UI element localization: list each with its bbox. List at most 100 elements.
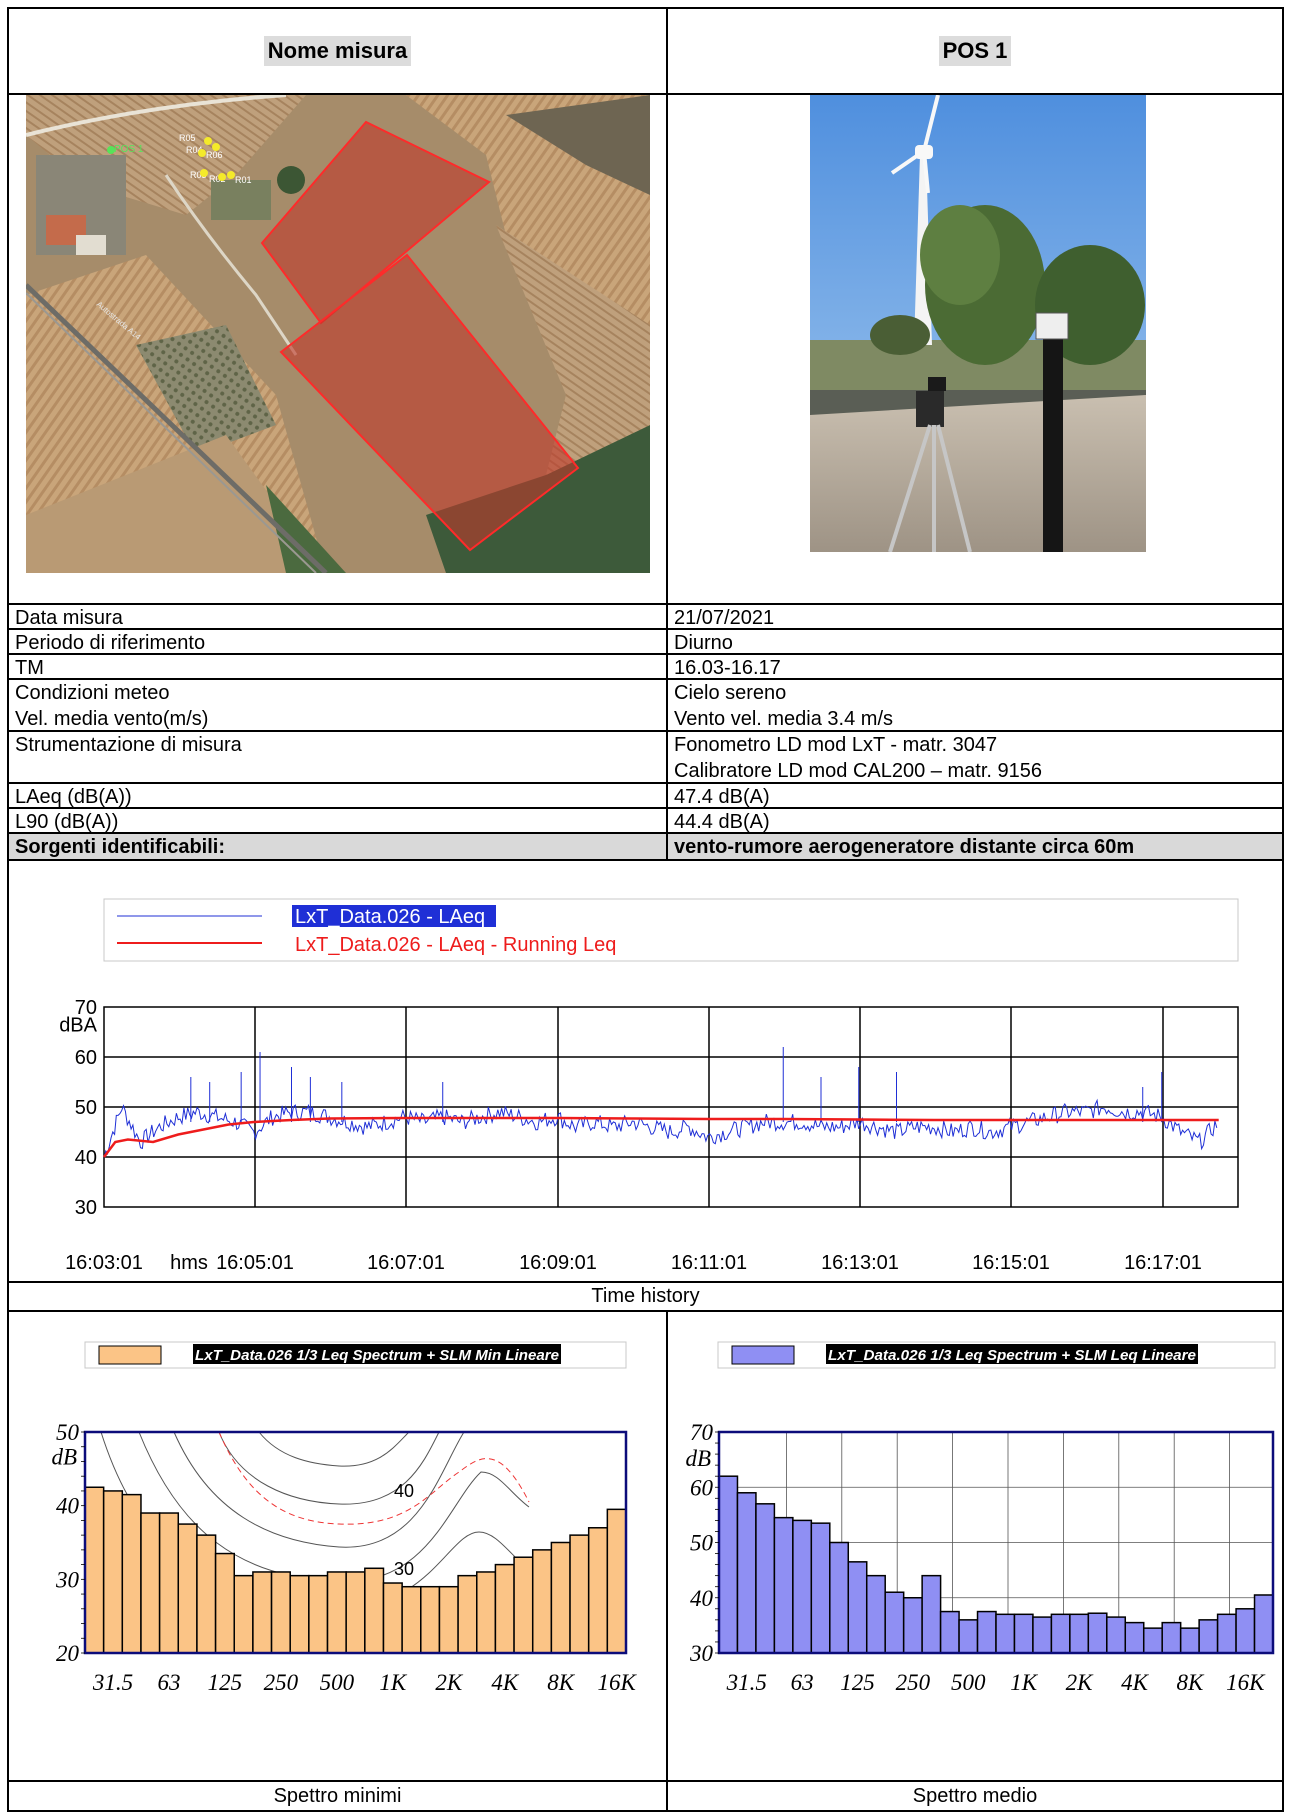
time-history-row: LxT_Data.026 - LAeq LxT_Data.026 - LAeq … (7, 859, 1284, 1310)
info-label: Sorgenti identificabili: (9, 834, 668, 859)
spectrum-bar (513, 1556, 534, 1654)
map-cell: POS 1 R05 R04 R06 R03 R02 R01 Autostrada… (9, 95, 668, 603)
spectrum-bar (270, 1571, 291, 1654)
spectrum-legend-label: LxT_Data.026 1/3 Leq Spectrum + SLM Min … (195, 1347, 559, 1364)
time-history-ylabel: dBA (59, 1015, 97, 1037)
spectrum-bar (921, 1574, 942, 1654)
spectrum-bar (345, 1571, 366, 1654)
info-value: Diurno (674, 632, 733, 653)
time-history-caption: Time history (9, 1281, 1282, 1310)
info-value: 47.4 dB(A) (674, 786, 770, 807)
info-row-sorgenti: Sorgenti identificabili: vento-rumore ae… (7, 832, 1284, 859)
spectrum-ytick-label: 50 (690, 1531, 714, 1556)
sheet-bottom-border (7, 1810, 1284, 1812)
spectrum-ylabel: dB (51, 1444, 77, 1469)
spectrum-bar (289, 1574, 310, 1654)
spectrum-xtick-label: 500 (951, 1670, 986, 1695)
spectrum-contour-label: 40 (394, 1481, 414, 1501)
info-value: Fonometro LD mod LxT - matr. 3047 (674, 734, 998, 756)
spectrum-legend-swatch (731, 1345, 795, 1365)
map-label-r04: R04 (186, 145, 203, 155)
spectrum-ytick-label: 60 (690, 1475, 714, 1500)
spectrum-avg-caption: Spettro medio (668, 1780, 1282, 1810)
spectrum-bar (420, 1585, 441, 1654)
spectrum-bar (1142, 1627, 1163, 1654)
spectrum-xtick-label: 125 (208, 1670, 243, 1695)
aerial-map-image: POS 1 R05 R04 R06 R03 R02 R01 Autostrada… (26, 95, 650, 573)
spectrum-legend-text-bg (826, 1344, 1198, 1364)
spectrum-bar (1198, 1619, 1219, 1654)
spectrum-bar (158, 1512, 180, 1654)
spectrum-bar (718, 1475, 739, 1654)
spectrum-bar (976, 1610, 997, 1654)
spectrum-bar (829, 1541, 850, 1654)
header-right-cell: POS 1 (668, 9, 1282, 93)
spectrum-xtick-label: 2K (1066, 1670, 1095, 1695)
time-history-ytick-label: 50 (75, 1097, 97, 1119)
spectrum-bar (1069, 1613, 1090, 1654)
spectrum-ytick-label: 50 (56, 1420, 80, 1445)
spectrum-bar (102, 1490, 124, 1654)
spectrum-xtick-label: 1K (379, 1670, 408, 1695)
spectrum-min-caption: Spettro minimi (9, 1780, 666, 1810)
spectrum-bar (847, 1561, 868, 1654)
spectrum-xtick-label: 125 (840, 1670, 875, 1695)
spectrum-xtick-label: 63 (791, 1670, 814, 1695)
spectrum-bar (569, 1534, 590, 1654)
time-history-chart: LxT_Data.026 - LAeq LxT_Data.026 - LAeq … (59, 898, 1239, 1274)
time-history-laeq-line (103, 1098, 1218, 1158)
spectrum-bar (494, 1563, 515, 1654)
info-label: Condizioni meteo (15, 682, 170, 704)
spectrum-bar (995, 1613, 1016, 1654)
spectrum-bar (476, 1571, 497, 1654)
spectrum-bar (1106, 1616, 1127, 1654)
spectrum-xtick-label: 500 (320, 1670, 355, 1695)
spectrum-avg-cell: LxT_Data.026 1/3 Leq Spectrum + SLM Leq … (668, 1312, 1282, 1810)
spectrum-contour-line (218, 1431, 440, 1505)
spectra-row: LxT_Data.026 1/3 Leq Spectrum + SLM Min … (7, 1310, 1284, 1810)
info-row-meteo: Condizioni meteo Vel. media vento(m/s) C… (7, 678, 1284, 730)
spectrum-bar (810, 1522, 831, 1654)
map-pins (107, 137, 235, 181)
info-value-2: Calibratore LD mod CAL200 – matr. 9156 (674, 760, 1042, 782)
spectrum-avg-chart: LxT_Data.026 1/3 Leq Spectrum + SLM Leq … (685, 1341, 1276, 1695)
spectrum-xtick-label: 250 (264, 1670, 299, 1695)
time-history-legend-running: LxT_Data.026 - LAeq - Running Leq (295, 934, 616, 956)
time-history-grid (103, 1006, 1239, 1208)
site-photo-image (810, 95, 1146, 552)
header-left-cell: Nome misura (9, 9, 668, 93)
spectrum-contour-line (258, 1431, 410, 1467)
info-row-data-misura: Data misura 21/07/2021 (7, 603, 1284, 628)
spectrum-legend-label: LxT_Data.026 1/3 Leq Spectrum + SLM Leq … (828, 1347, 1196, 1364)
spectrum-bar (1050, 1613, 1071, 1654)
time-history-xtick-label: 16:07:01 (367, 1252, 445, 1274)
map-label-pos1: POS 1 (114, 144, 144, 155)
spectrum-bar (401, 1585, 422, 1654)
info-value-2: Vento vel. media 3.4 m/s (674, 708, 894, 730)
spectrum-bar (1235, 1608, 1256, 1654)
spectrum-ytick-label: 30 (689, 1641, 714, 1666)
info-label: L90 (dB(A)) (9, 809, 668, 832)
spectrum-xtick-label: 8K (547, 1670, 576, 1695)
spectrum-bar (550, 1541, 571, 1654)
info-row-laeq: LAeq (dB(A)) 47.4 dB(A) (7, 782, 1284, 807)
spectrum-xtick-label: 1K (1010, 1670, 1038, 1695)
info-value: 21/07/2021 (674, 607, 775, 628)
spectrum-xtick-label: 31.5 (92, 1670, 133, 1695)
spectrum-xtick-label: 8K (1176, 1670, 1205, 1695)
info-label: Strumentazione di misura (9, 732, 668, 782)
spectrum-legend-swatch (98, 1345, 162, 1365)
time-history-ytick-label: 70 (75, 997, 97, 1019)
info-label: TM (9, 655, 668, 678)
info-label: Data misura (9, 605, 668, 628)
spectrum-contour-dashed (218, 1431, 530, 1525)
spectrum-y-axis (81, 1431, 85, 1654)
spectrum-bar (773, 1516, 794, 1654)
spectrum-xtick-label: 16K (598, 1670, 638, 1695)
info-row-periodo: Periodo di riferimento Diurno (7, 628, 1284, 653)
spectrum-bar (1013, 1613, 1034, 1654)
time-history-legend-laeq: LxT_Data.026 - LAeq (295, 906, 485, 928)
header-right-label: POS 1 (938, 36, 1012, 66)
spectrum-xtick-label: 2K (435, 1670, 464, 1695)
time-history-xtick-label: 16:13:01 (821, 1252, 899, 1274)
